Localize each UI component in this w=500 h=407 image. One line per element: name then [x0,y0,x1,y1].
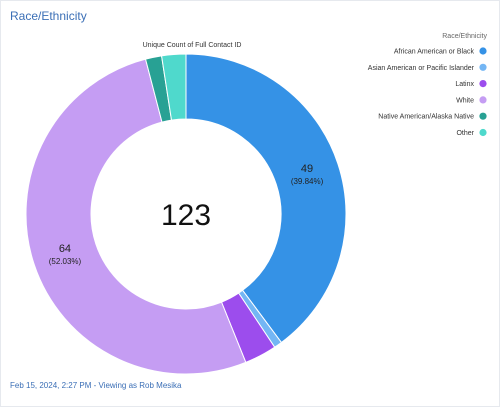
legend-label: Asian American or Pacific Islander [368,65,475,72]
legend-title: Race/Ethnicity [442,33,487,40]
center-total: 123 [161,199,211,232]
slice-other[interactable] [161,53,187,121]
legend-label: White [456,97,474,104]
data-label-value: 49 [301,163,313,175]
measure-label: Unique Count of Full Contact ID [143,42,242,49]
legend-swatch[interactable] [479,80,487,88]
slice-white[interactable] [25,58,247,375]
footer-timestamp: Feb 15, 2024, 2:27 PM - Viewing as Rob M… [10,381,182,390]
widget-title[interactable]: Race/Ethnicity [10,9,87,23]
legend-swatch[interactable] [479,63,487,71]
legend-swatch[interactable] [479,112,487,120]
data-label-value: 64 [59,243,71,255]
legend-label: African American or Black [394,49,475,56]
legend-label: Latinx [455,81,474,88]
legend-label: Other [456,130,474,137]
data-labels: 49 (39.84%) 64 (52.03%) [49,163,324,266]
data-label-percent: (52.03%) [49,257,82,266]
donut-slices [25,53,347,375]
data-label-percent: (39.84%) [291,177,324,186]
legend-swatch[interactable] [479,47,487,55]
slice-african-american-or-black[interactable] [185,53,347,344]
legend-swatch[interactable] [479,128,487,137]
legend-swatch[interactable] [479,96,487,104]
legend-label: Native American/Alaska Native [378,114,474,121]
legend: African American or Black Asian American … [368,47,487,137]
